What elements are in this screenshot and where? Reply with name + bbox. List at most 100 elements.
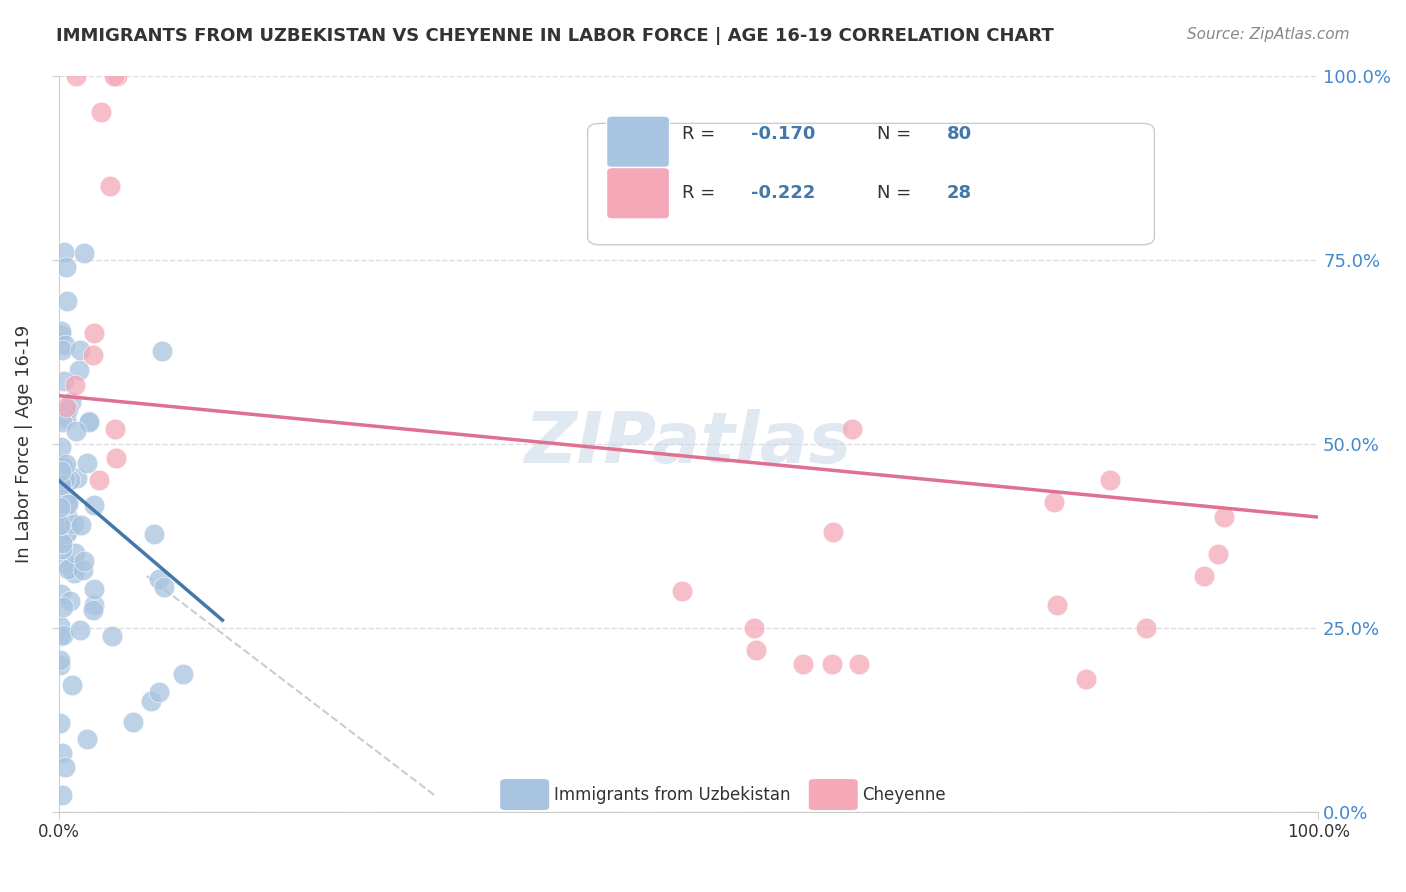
Point (90, 105, 112, 120)
Point (62, 516, 84, 531)
FancyBboxPatch shape (606, 116, 669, 168)
Point (65, 69, 87, 83)
Point (121, 715, 143, 730)
Point (142, 526, 165, 541)
Point (59, 473, 82, 487)
Point (821, 657, 844, 672)
Point (821, 524, 844, 539)
Point (53, 491, 76, 505)
Point (49, 464, 72, 478)
Point (55, 294, 77, 309)
Point (152, 580, 174, 594)
Point (49, 325, 72, 339)
Point (51, 541, 73, 556)
Point (49, 500, 72, 515)
Point (105, 69, 128, 83)
Point (60, 560, 83, 574)
Point (49, 327, 72, 342)
Point (73, 246, 96, 260)
Point (101, 628, 124, 642)
Point (51, 523, 73, 537)
Point (51, 788, 73, 802)
Point (51, 746, 73, 760)
Text: Source: ZipAtlas.com: Source: ZipAtlas.com (1187, 27, 1350, 42)
Point (49, 629, 72, 643)
FancyBboxPatch shape (499, 779, 550, 811)
Text: N =: N = (877, 126, 917, 144)
Point (172, 667, 194, 681)
Point (49, 441, 72, 455)
Point (1043, 495, 1066, 509)
FancyBboxPatch shape (588, 123, 1154, 244)
Point (55, 557, 77, 571)
Point (104, 422, 127, 436)
Point (55, 260, 77, 274)
Point (55, 457, 77, 471)
Point (60, 395, 83, 409)
Point (58, 493, 80, 508)
Point (55, 400, 77, 414)
Point (49, 658, 72, 673)
Y-axis label: In Labor Force | Age 16-19: In Labor Force | Age 16-19 (15, 325, 32, 563)
Point (70, 518, 93, 533)
Point (1074, 672, 1097, 686)
Point (59, 593, 82, 607)
Point (56, 562, 79, 576)
Point (1135, 620, 1157, 634)
Point (83, 326, 105, 340)
Point (53, 337, 76, 351)
Point (52, 628, 75, 642)
Text: Cheyenne: Cheyenne (862, 786, 946, 804)
Point (67, 363, 90, 377)
Text: -0.222: -0.222 (751, 185, 815, 202)
Point (792, 657, 814, 672)
Text: 28: 28 (946, 185, 972, 202)
Point (56, 524, 79, 538)
Point (82, 602, 104, 616)
Point (49, 460, 72, 475)
Point (77, 415, 100, 429)
Point (841, 422, 863, 436)
Point (1192, 569, 1215, 583)
Text: IMMIGRANTS FROM UZBEKISTAN VS CHEYENNE IN LABOR FORCE | AGE 16-19 CORRELATION CH: IMMIGRANTS FROM UZBEKISTAN VS CHEYENNE I… (56, 27, 1054, 45)
Point (148, 684, 170, 698)
Point (49, 407, 72, 421)
Point (66, 471, 89, 485)
Point (72, 563, 94, 577)
Point (49, 457, 72, 471)
Point (83, 598, 105, 612)
Text: -0.170: -0.170 (751, 126, 815, 144)
Point (76, 731, 98, 746)
Point (73, 553, 96, 567)
Point (51, 343, 73, 358)
Point (60, 678, 83, 692)
Point (52, 374, 75, 388)
Point (82, 348, 104, 362)
Point (49, 485, 72, 500)
Point (51, 536, 73, 550)
Point (103, 69, 125, 83)
Point (49, 517, 72, 532)
Point (65, 424, 87, 438)
Point (49, 653, 72, 667)
Point (55, 411, 77, 425)
Point (53, 760, 76, 774)
Point (49, 496, 72, 510)
Text: R =: R = (682, 126, 721, 144)
Point (104, 451, 127, 466)
Point (100, 178, 122, 193)
Point (745, 642, 768, 657)
Point (53, 472, 76, 486)
Point (56, 402, 79, 417)
Point (1098, 473, 1121, 487)
Point (49, 501, 72, 516)
Text: ZIPatlas: ZIPatlas (524, 409, 852, 478)
Text: 80: 80 (946, 126, 972, 144)
Point (848, 657, 870, 672)
Point (150, 344, 173, 359)
Point (69, 343, 91, 357)
Point (52, 599, 75, 614)
Point (65, 546, 87, 560)
Point (56, 511, 79, 525)
Text: N =: N = (877, 185, 917, 202)
